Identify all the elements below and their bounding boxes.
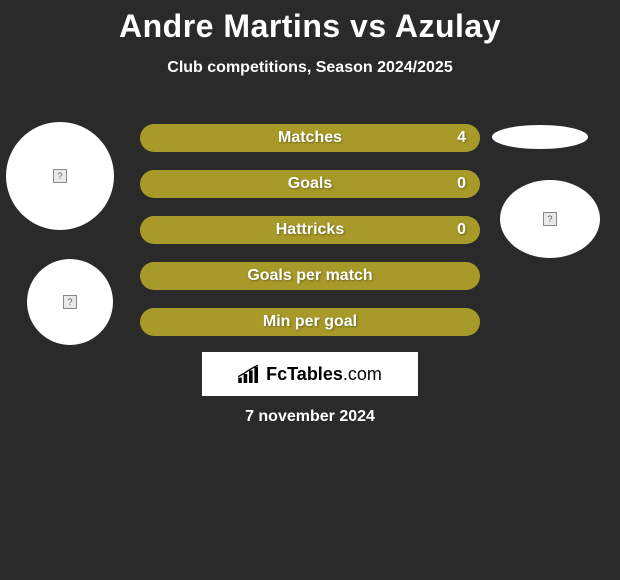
- stat-value: 0: [457, 221, 466, 239]
- stat-label: Matches: [278, 129, 342, 147]
- bar-chart-icon: [238, 365, 260, 383]
- player-avatar-left-2: ?: [27, 259, 113, 345]
- stat-bar-matches: Matches 4: [140, 124, 480, 152]
- stat-bar-goals: Goals 0: [140, 170, 480, 198]
- player-avatar-left-1: ?: [6, 122, 114, 230]
- footer-date: 7 november 2024: [0, 408, 620, 426]
- player-avatar-right-1: ?: [500, 180, 600, 258]
- image-placeholder-icon: ?: [53, 169, 67, 183]
- logo-suffix: .com: [343, 364, 382, 384]
- logo-brand: FcTables: [266, 364, 343, 384]
- page-title: Andre Martins vs Azulay: [0, 0, 620, 45]
- stat-label: Goals per match: [247, 267, 372, 285]
- stat-label: Goals: [288, 175, 332, 193]
- logo-text: FcTables.com: [266, 364, 382, 385]
- image-placeholder-icon: ?: [543, 212, 557, 226]
- stat-label: Hattricks: [276, 221, 344, 239]
- stat-value: 4: [457, 129, 466, 147]
- image-placeholder-icon: ?: [63, 295, 77, 309]
- stat-bar-goals-per-match: Goals per match: [140, 262, 480, 290]
- stat-bar-min-per-goal: Min per goal: [140, 308, 480, 336]
- stats-bars: Matches 4 Goals 0 Hattricks 0 Goals per …: [140, 124, 480, 354]
- source-logo: FcTables.com: [202, 352, 418, 396]
- player-avatar-right-ellipse: [492, 125, 588, 149]
- stat-value: 0: [457, 175, 466, 193]
- stat-label: Min per goal: [263, 313, 357, 331]
- page-subtitle: Club competitions, Season 2024/2025: [0, 59, 620, 77]
- stat-bar-hattricks: Hattricks 0: [140, 216, 480, 244]
